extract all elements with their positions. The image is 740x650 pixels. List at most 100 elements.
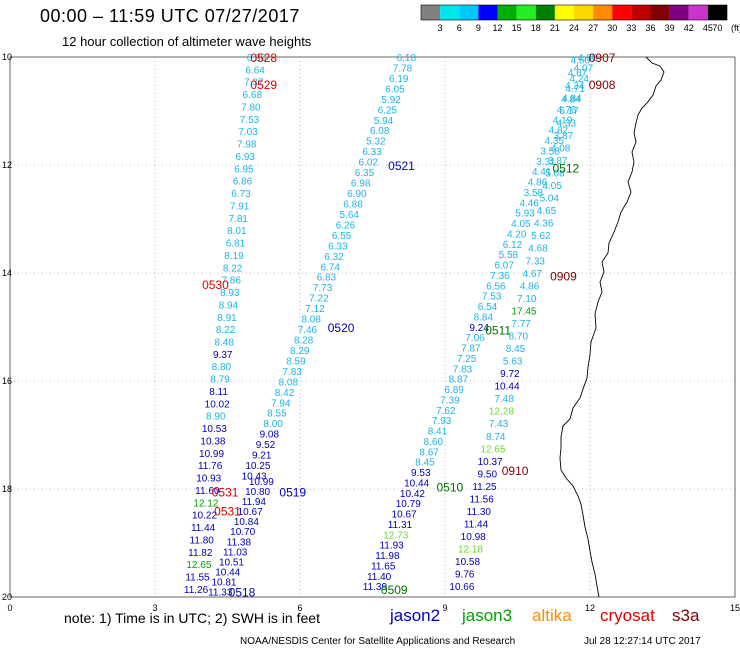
wave-height-value: 8.08 [279,377,299,388]
colorbar-tick-label: 3 [438,23,443,33]
wave-height-value: 11.33 [208,588,233,599]
wave-height-value: 7.80 [241,102,261,113]
wave-height-value: 7.46 [298,325,318,336]
wave-height-value: 6.73 [231,189,251,200]
wave-height-value: 7.77 [511,319,531,330]
colorbar-tick-label: 9 [476,23,481,33]
wave-height-value: 4.76 [557,105,577,116]
wave-height-value: 11.25 [472,482,497,493]
pass-label: 0512 [552,162,579,176]
colorbar-swatch [574,5,594,20]
wave-height-value: 10.44 [215,567,240,578]
wave-height-value: 11.26 [184,585,209,596]
wave-height-value: 6.68 [243,90,263,101]
wave-height-value: 6.19 [389,74,409,85]
wave-height-value: 8.90 [206,412,226,423]
wave-height-value: 6.26 [336,220,356,231]
wave-height-value: 6.12 [503,240,523,251]
colorbar-swatch [554,5,574,20]
wave-height-value: 10.58 [455,557,480,568]
legend-cryosat: cryosat [600,606,655,625]
wave-height-value: 4.86 [520,281,540,292]
wave-height-value: 6.33 [362,147,382,158]
map-frame [9,56,736,598]
lon-tick-label: 3 [152,603,157,613]
wave-height-value: 7.06 [465,333,485,344]
lon-tick-label: 9 [442,603,447,613]
wave-height-value: 7.12 [305,304,325,315]
wave-height-value: 10.81 [211,578,236,589]
colorbar-swatch [497,5,517,20]
wave-height-value: 5.93 [515,209,535,220]
colorbar-tick-label: 39 [665,23,675,33]
wave-height-value: 6.83 [317,273,337,284]
wave-height-value: 7.22 [309,294,329,305]
wave-height-value: 8.87 [449,375,469,386]
wave-height-value: 10.84 [234,517,259,528]
wave-height-value: 9.72 [500,369,520,380]
wave-height-value: 11.39 [363,582,388,593]
wave-height-value: 4.67 [568,68,588,79]
wave-height-value: 6.81 [226,239,246,250]
wave-height-value: 9.50 [478,469,498,480]
wave-height-value: 7.91 [230,201,250,212]
wave-height-value: 4.08 [551,143,571,154]
wave-height-value: 4.35 [544,136,564,147]
pass-label: 0510 [436,480,463,494]
colorbar-tick-label: 27 [588,23,598,33]
wave-height-value: 10.98 [461,532,486,543]
wave-height-value: 8.45 [506,344,526,355]
wave-height-value: 4.20 [507,229,527,240]
wave-height-value: 4.82 [549,126,569,137]
lat-tick-label: 18 [2,484,12,494]
wave-height-value: 11.60 [195,486,220,497]
colorbar-outline [420,4,728,21]
pass-label: 0518 [229,586,256,600]
wave-height-value: 17.45 [511,306,536,317]
wave-height-value: 6.74 [320,262,340,273]
wave-height-value: 6.05 [385,84,405,95]
pass-label: 0528 [250,51,277,65]
wave-height-value: 8.00 [263,419,283,430]
wave-height-value: 11.55 [185,573,210,584]
wave-height-value: 10.22 [192,511,217,522]
lat-tick-label: 16 [2,376,12,386]
wave-height-value: 6.35 [355,168,375,179]
wave-height-labels: 6.906.647.376.687.807.537.037.986.936.95… [184,53,598,599]
wave-height-value: 9.08 [260,430,280,441]
wave-height-value: 8.01 [227,226,247,237]
wave-height-value: 11.98 [375,551,400,562]
wave-height-value: 4.19 [553,115,573,126]
credit-line: NOAA/NESDIS Center for Satellite Applica… [240,636,516,647]
wave-height-value: 10.44 [404,478,429,489]
wave-height-value: 12.12 [193,498,218,509]
colorbar-swatch [707,5,727,20]
wave-height-value: 6.32 [324,252,344,263]
wave-height-value: 10.25 [245,461,270,472]
wave-height-value: 3.58 [540,146,560,157]
lat-tick-label: 14 [2,268,12,278]
wave-height-value: 10.99 [199,449,224,460]
wave-height-value: 11.82 [188,548,213,559]
wave-height-value: 7.48 [494,394,514,405]
wave-height-value: 4.46 [519,198,539,209]
generated-timestamp: Jul 28 12:27:14 UTC 2017 [584,636,701,647]
wave-height-value: 9.21 [252,451,272,462]
wave-height-value: 5.63 [503,357,523,368]
wave-height-value: 6.08 [370,126,390,137]
wave-height-value: 5.17 [559,106,579,117]
wave-height-value: 7.78 [393,63,413,74]
wave-height-value: 11.38 [227,537,252,548]
wave-height-value: 11.44 [191,523,216,534]
colorbar-tick-label: 42 [684,23,694,33]
wave-height-value: 7.93 [432,416,452,427]
wave-height-value: 8.70 [509,331,529,342]
wave-height-value: 6.95 [234,164,254,175]
pass-label: 0530 [202,278,229,292]
wave-height-value: 4.80 [578,53,598,64]
pass-label: 0909 [550,270,577,284]
wave-height-value: 7.94 [271,398,291,409]
pass-label: 0529 [250,78,277,92]
wave-height-value: 10.67 [392,510,417,521]
